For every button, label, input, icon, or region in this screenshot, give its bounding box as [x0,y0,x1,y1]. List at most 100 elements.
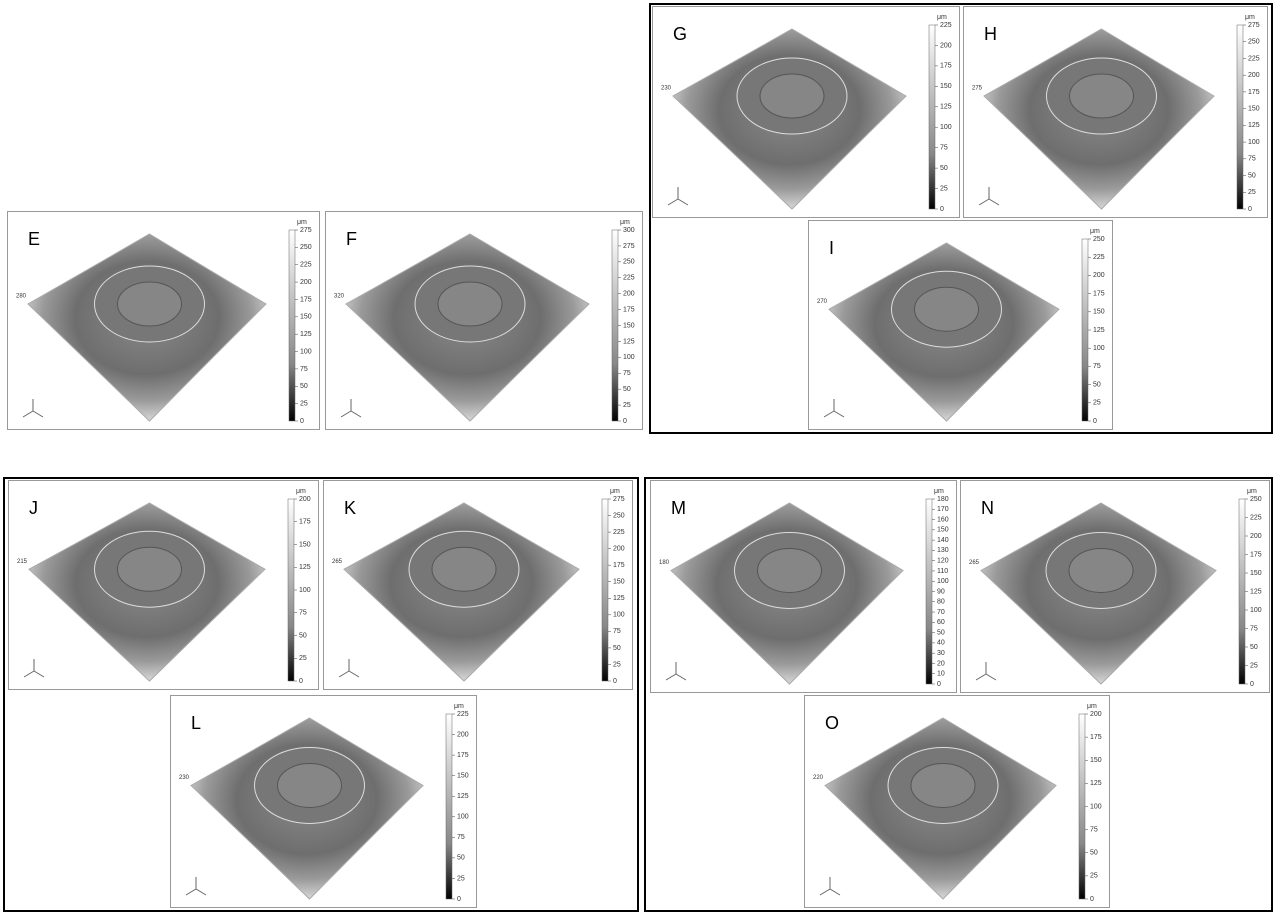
crater-inner [278,763,342,807]
colorbar-tick-label: 75 [1250,625,1258,632]
colorbar-tick-label: 200 [300,279,312,286]
colorbar-tick-label: 50 [623,386,631,393]
crater-inner [758,548,822,592]
panel-canvas: I270μm0255075100125150175200225250 [809,221,1114,431]
colorbar-tick-label: 200 [457,731,469,738]
colorbar-tick-label: 0 [1090,896,1094,903]
colorbar-tick-label: 125 [940,104,952,111]
colorbar-tick-label: 75 [457,834,465,841]
colorbar-tick-label: 0 [300,418,304,425]
colorbar-tick-label: 225 [623,275,635,282]
colorbar-tick-label: 175 [623,306,635,313]
colorbar-tick-label: 225 [1248,55,1260,62]
axis-icon [668,199,678,205]
colorbar-tick-label: 75 [299,610,307,617]
panel-label: E [28,229,40,249]
colorbar-tick-label: 180 [937,496,949,503]
colorbar-tick-label: 80 [937,599,945,606]
axis-icon [339,671,349,677]
colorbar-tick-label: 25 [613,661,621,668]
colorbar-tick-label: 160 [937,516,949,523]
crater-inner [118,282,182,326]
z-label: 275 [972,86,983,92]
colorbar-tick-label: 0 [1093,418,1097,425]
surface-panel: L230μm0255075100125150175200225 [170,695,477,908]
colorbar-tick-label: 120 [937,558,949,565]
colorbar-tick-label: 100 [1090,803,1102,810]
colorbar-tick-label: 70 [937,609,945,616]
colorbar-tick-label: 150 [299,541,311,548]
colorbar-tick-label: 150 [1093,309,1105,316]
colorbar-tick-label: 130 [937,547,949,554]
colorbar [289,230,295,421]
colorbar-tick-label: 100 [457,814,469,821]
surface-panel: F320μm0255075100125150175200225250275300 [325,211,643,430]
colorbar-tick-label: 175 [1248,89,1260,96]
panel-label: M [671,498,686,518]
panel-label: O [825,713,839,733]
colorbar-tick-label: 125 [1093,327,1105,334]
colorbar [612,230,618,421]
colorbar-tick-label: 75 [300,366,308,373]
z-label: 280 [16,294,27,300]
axis-icon [186,889,196,895]
colorbar-tick-label: 100 [300,348,312,355]
colorbar-tick-label: 225 [300,262,312,269]
colorbar-tick-label: 175 [1250,551,1262,558]
colorbar-tick-label: 75 [623,370,631,377]
colorbar-tick-label: 175 [940,63,952,70]
surface-panel: G230μm0255075100125150175200225 [652,6,960,218]
axis-icon [351,411,361,417]
colorbar-tick-label: 25 [299,655,307,662]
colorbar-tick-label: 100 [1250,607,1262,614]
colorbar-tick-label: 75 [1248,156,1256,163]
colorbar-tick-label: 50 [1093,381,1101,388]
colorbar-tick-label: 200 [299,496,311,503]
colorbar-tick-label: 200 [1090,711,1102,718]
colorbar-tick-label: 175 [1093,290,1105,297]
colorbar-tick-label: 150 [300,314,312,321]
colorbar-tick-label: 175 [1090,734,1102,741]
colorbar-tick-label: 200 [940,42,952,49]
z-label: 230 [661,86,672,92]
colorbar-tick-label: 50 [457,855,465,862]
z-label: 265 [969,560,980,566]
z-label: 265 [332,559,343,565]
axis-icon [986,674,996,680]
panel-canvas: J215μm0255075100125150175200 [9,481,320,691]
colorbar-tick-label: 100 [937,578,949,585]
colorbar-tick-label: 10 [937,671,945,678]
panel-canvas: L230μm0255075100125150175200225 [171,696,478,909]
colorbar-tick-label: 300 [623,227,635,234]
colorbar-tick-label: 0 [613,678,617,685]
colorbar-unit: μm [1087,703,1097,710]
colorbar-tick-label: 100 [613,612,625,619]
colorbar-tick-label: 125 [1250,588,1262,595]
colorbar [1239,499,1245,684]
panel-label: J [29,498,38,518]
surface-panel: O220μm0255075100125150175200 [804,695,1110,908]
colorbar-tick-label: 75 [1090,826,1098,833]
colorbar-tick-label: 225 [1093,254,1105,261]
colorbar-tick-label: 175 [457,752,469,759]
colorbar-tick-label: 225 [457,711,469,718]
colorbar-tick-label: 125 [299,564,311,571]
panel-label: K [344,498,356,518]
colorbar-tick-label: 30 [937,650,945,657]
colorbar-tick-label: 0 [623,418,627,425]
colorbar-tick-label: 0 [299,678,303,685]
colorbar [1237,25,1243,209]
colorbar-tick-label: 250 [1250,496,1262,503]
crater-inner [1069,548,1133,592]
colorbar-tick-label: 150 [1090,757,1102,764]
colorbar-unit: μm [1247,488,1257,495]
colorbar-tick-label: 25 [1248,189,1256,196]
colorbar-tick-label: 100 [623,354,635,361]
colorbar-tick-label: 50 [1090,850,1098,857]
